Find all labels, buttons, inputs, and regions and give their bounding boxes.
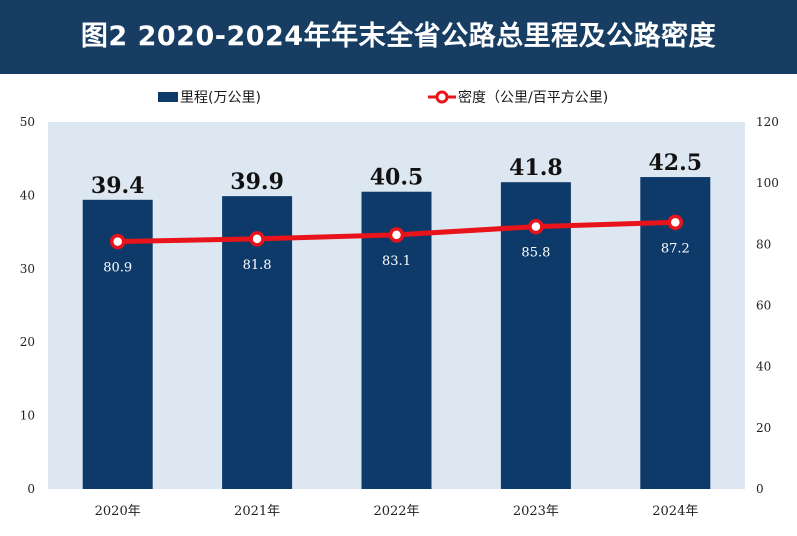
left-tick-label: 10 <box>20 409 35 423</box>
left-tick-label: 40 <box>20 188 35 202</box>
left-tick-label: 50 <box>20 115 35 129</box>
left-tick-label: 20 <box>20 335 35 349</box>
x-tick-label: 2021年 <box>234 504 280 519</box>
legend-bar-label: 里程(万公里) <box>180 90 261 106</box>
line-point <box>249 231 265 247</box>
right-y-axis: 0 20 40 60 80 100 120 <box>756 115 779 496</box>
right-tick-label: 0 <box>756 482 764 496</box>
x-tick-label: 2023年 <box>513 504 559 519</box>
right-tick-label: 20 <box>756 421 771 435</box>
x-tick-label: 2024年 <box>652 504 698 519</box>
bar-value-label: 42.5 <box>649 150 703 176</box>
line-value-label: 83.1 <box>382 254 411 269</box>
line-value-label: 87.2 <box>661 241 690 256</box>
bar-value-label: 41.8 <box>509 155 563 181</box>
bar-value-label: 40.5 <box>370 165 424 191</box>
bar-labels: 39.4 39.9 40.5 41.8 42.5 <box>91 150 702 199</box>
line-point <box>528 218 544 235</box>
line-point <box>667 214 684 231</box>
x-tick-label: 2020年 <box>95 504 141 519</box>
right-tick-label: 100 <box>756 176 779 190</box>
line-value-label: 80.9 <box>103 261 132 276</box>
legend-line-marker <box>435 90 449 104</box>
legend-line-label: 密度（公里/百平方公里) <box>458 89 608 106</box>
x-tick-label: 2022年 <box>373 504 419 519</box>
line-point <box>109 233 126 250</box>
left-tick-label: 0 <box>27 482 35 496</box>
chart-area: 里程(万公里) 密度（公里/百平方公里) 0 10 20 30 40 50 0 20 40 60… <box>0 74 797 532</box>
legend-bar-swatch <box>158 92 178 102</box>
title-banner: 图2 2020-2024年年末全省公路总里程及公路密度 <box>0 0 797 74</box>
chart-title: 图2 2020-2024年年末全省公路总里程及公路密度 <box>80 21 717 52</box>
right-tick-label: 60 <box>756 299 771 313</box>
line-series: 80.9 81.8 83.1 85.8 87.2 <box>103 214 690 276</box>
right-tick-label: 80 <box>756 237 771 251</box>
chart-svg: 里程(万公里) 密度（公里/百平方公里) 0 10 20 30 40 50 0 20 40 60… <box>20 89 779 519</box>
bar-value-label: 39.4 <box>91 173 145 199</box>
line-value-label: 85.8 <box>521 246 550 261</box>
line-value-label: 81.8 <box>243 258 272 273</box>
left-tick-label: 30 <box>20 262 35 276</box>
legend: 里程(万公里) 密度（公里/百平方公里) <box>158 89 608 106</box>
line-point <box>388 227 405 243</box>
right-tick-label: 120 <box>756 115 779 129</box>
x-axis: 2020年 2021年 2022年 2023年 2024年 <box>95 504 699 519</box>
right-tick-label: 40 <box>756 360 771 374</box>
bar-value-label: 39.9 <box>230 169 284 195</box>
left-y-axis: 0 10 20 30 40 50 <box>20 115 35 496</box>
